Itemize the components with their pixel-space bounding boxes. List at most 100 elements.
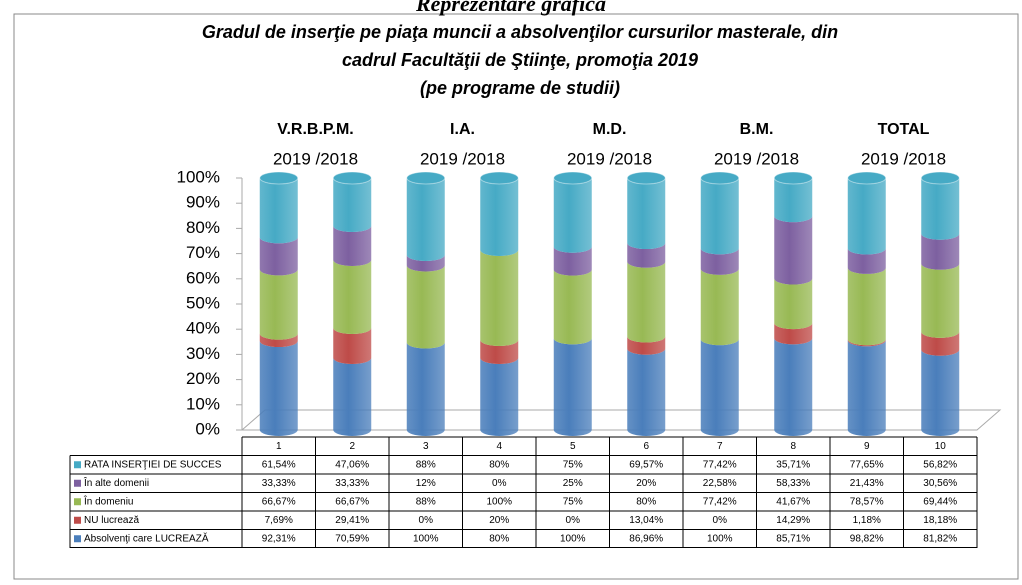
y-tick-label: 20% [186, 369, 220, 388]
cylinder-cap [847, 171, 887, 185]
cylinder-segment [627, 178, 666, 250]
cylinder-segment [553, 269, 592, 345]
cylinder-segment [921, 263, 960, 338]
table-value: 13,04% [629, 515, 663, 526]
table-value: 20% [489, 515, 509, 526]
cylinder-segment [774, 216, 813, 285]
cylinder-segment [774, 278, 813, 330]
cylinder-segment [847, 340, 886, 437]
y-tick-label: 80% [186, 218, 220, 237]
table-value: 80% [489, 533, 509, 544]
cylinder-segment [259, 178, 298, 244]
x-tick-label: 2 [349, 441, 355, 452]
cylinder-cap [406, 171, 446, 185]
table-value: 75% [563, 496, 583, 507]
table-value: 77,42% [703, 496, 737, 507]
table-value: 41,67% [776, 496, 810, 507]
legend-swatch [74, 516, 81, 524]
cylinder-segment [259, 333, 298, 348]
table-value: 22,58% [703, 478, 737, 489]
x-tick-label: 1 [276, 441, 282, 452]
cylinder-segment [406, 178, 445, 261]
legend-label: Absolvenţi care LUCREAZĂ [84, 531, 209, 544]
x-tick-label: 7 [717, 441, 723, 452]
table-value: 7,69% [265, 515, 293, 526]
y-tick-label: 0% [195, 419, 220, 438]
cylinder-segment [700, 268, 739, 346]
x-tick-label: 9 [864, 441, 870, 452]
table-value: 21,43% [850, 478, 884, 489]
table-value: 69,57% [629, 459, 663, 470]
table-value: 85,71% [776, 533, 810, 544]
y-tick-label: 40% [186, 319, 220, 338]
cylinder-cap [479, 171, 519, 185]
cylinder-segment [333, 226, 372, 266]
cylinder-cap [259, 171, 299, 185]
group-label: V.R.B.P.M. [277, 121, 353, 138]
y-tick-label: 70% [186, 243, 220, 262]
table-value: 100% [413, 533, 439, 544]
chart-title: (pe programe de studii) [420, 78, 620, 98]
group-years: 2019 /2018 [861, 149, 946, 168]
cylinder-segment [921, 331, 960, 356]
cylinder-segment [259, 341, 298, 437]
table-value: 88% [416, 496, 436, 507]
cylinder-cap [332, 171, 372, 185]
table-value: 66,67% [262, 496, 296, 507]
cylinder-segment [480, 340, 519, 364]
table-value: 14,29% [776, 515, 810, 526]
table-value: 80% [636, 496, 656, 507]
table-value: 25% [563, 478, 583, 489]
table-value: 33,33% [335, 478, 369, 489]
cylinder-cap [920, 171, 960, 185]
cylinder-segment [480, 358, 519, 437]
cylinder-segment [921, 233, 960, 270]
group-label: B.M. [740, 121, 774, 138]
x-tick-label: 10 [935, 441, 947, 452]
cylinder-segment [921, 349, 960, 437]
cylinder-segment [553, 246, 592, 276]
x-tick-label: 8 [790, 441, 796, 452]
cylinder-segment [627, 348, 666, 437]
table-value: 1,18% [853, 515, 881, 526]
cylinder-segment [847, 339, 886, 347]
y-tick-label: 30% [186, 344, 220, 363]
cylinder-segment [774, 178, 813, 223]
table-value: 56,82% [923, 459, 957, 470]
cylinder-cap [626, 171, 666, 185]
table-value: 29,41% [335, 515, 369, 526]
legend-swatch [74, 479, 81, 487]
table-value: 78,57% [850, 496, 884, 507]
cylinder-cap [773, 171, 813, 185]
y-tick-label: 60% [186, 268, 220, 287]
y-tick-label: 100% [177, 167, 220, 186]
table-value: 61,54% [262, 459, 296, 470]
group-years: 2019 /2018 [420, 149, 505, 168]
cylinder-segment [700, 178, 739, 255]
cylinder-segment [553, 178, 592, 253]
group-years: 2019 /2018 [714, 149, 799, 168]
cylinder-segment [627, 336, 666, 355]
table-value: 100% [707, 533, 733, 544]
cylinder-segment [774, 338, 813, 437]
cylinder-cap [700, 171, 740, 185]
y-tick-label: 10% [186, 394, 220, 413]
x-tick-label: 3 [423, 441, 429, 452]
group-label: M.D. [593, 121, 627, 138]
cylinder-segment [406, 342, 445, 437]
table-value: 77,42% [703, 459, 737, 470]
cylinder-segment [406, 265, 445, 349]
x-tick-label: 6 [643, 441, 649, 452]
cylinder-segment [333, 178, 372, 233]
cylinder-cap [553, 171, 593, 185]
table-value: 69,44% [923, 496, 957, 507]
chart-title: Gradul de inserţie pe piaţa muncii a abs… [202, 22, 838, 42]
table-value: 100% [486, 496, 512, 507]
legend-label: În domeniu [83, 494, 133, 507]
chart-title: cadrul Facultăţii de Ştiinţe, promoţia 2… [342, 50, 698, 70]
group-years: 2019 /2018 [567, 149, 652, 168]
table-value: 77,65% [850, 459, 884, 470]
cylinder-segment [921, 178, 960, 240]
group-label: I.A. [450, 121, 475, 138]
